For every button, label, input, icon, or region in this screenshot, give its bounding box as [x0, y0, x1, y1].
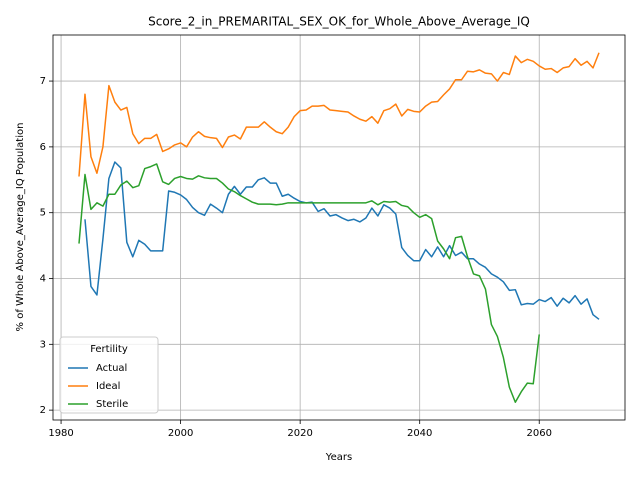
series-line — [78, 163, 540, 403]
y-tick-label: 6 — [40, 142, 46, 153]
y-axis-label: % of Whole Above_Average_IQ Population — [15, 123, 26, 332]
y-tick-label: 5 — [40, 208, 46, 219]
x-tick-label: 2020 — [287, 428, 312, 439]
x-axis-label: Years — [325, 452, 352, 463]
legend-title: Fertility — [90, 344, 128, 355]
x-tick-label: 2040 — [407, 428, 432, 439]
series-line — [78, 52, 600, 177]
y-tick-label: 2 — [40, 405, 46, 416]
x-tick-label: 1980 — [48, 428, 73, 439]
x-tick-label: 2000 — [168, 428, 193, 439]
y-tick-label: 3 — [40, 339, 46, 350]
legend-box — [59, 336, 159, 414]
legend-label: Actual — [96, 363, 127, 374]
y-tick-label: 4 — [40, 274, 46, 285]
chart-title: Score_2_in_PREMARITAL_SEX_OK_for_Whole_A… — [148, 15, 530, 29]
x-tick-label: 2060 — [527, 428, 552, 439]
series-line — [84, 161, 600, 320]
y-tick-label: 7 — [40, 76, 46, 87]
legend-label: Sterile — [96, 399, 128, 410]
plot-frame — [52, 34, 626, 421]
legend-label: Ideal — [96, 381, 120, 392]
